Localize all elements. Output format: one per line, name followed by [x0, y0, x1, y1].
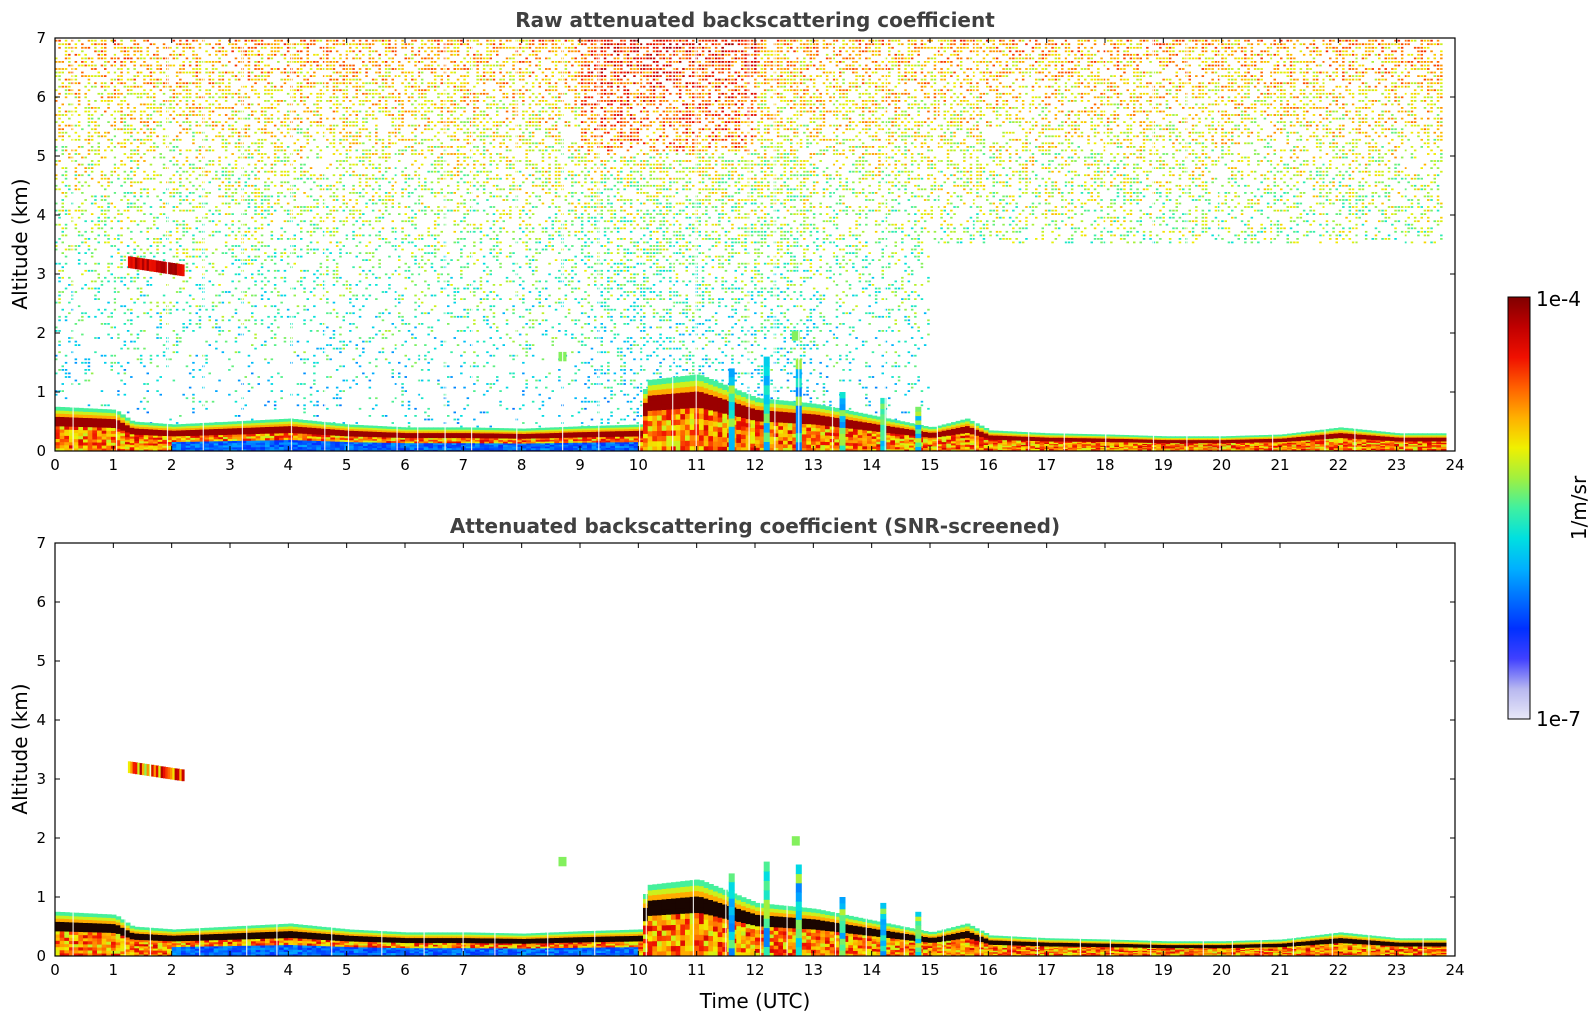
raw-axis-ticks: 0 1 2 3 4 5 6 7 8 9 10 11 12 13 14 15 16 17 18 19 20 21 22 23 24…	[36, 29, 1464, 474]
x-tick-label: 18	[1095, 961, 1114, 979]
raw-plot-frame	[54, 37, 1456, 452]
x-tick-label: 6	[400, 961, 410, 979]
y-tick-label: 6	[36, 88, 46, 106]
y-tick-label: 0	[36, 947, 46, 965]
x-tick-label: 3	[225, 961, 235, 979]
x-tick-label: 5	[342, 961, 352, 979]
x-tick-label: 10	[629, 961, 648, 979]
y-tick-label: 5	[36, 147, 46, 165]
y-tick-label: 7	[36, 29, 46, 47]
x-axis-label: Time (UTC)	[699, 989, 811, 1013]
raw-y-axis-label: Altitude (km)	[8, 178, 32, 309]
x-tick-label: 10	[629, 456, 648, 474]
x-tick-label: 5	[342, 456, 352, 474]
x-tick-label: 13	[804, 961, 823, 979]
y-tick-label: 7	[36, 534, 46, 552]
screened-axis-ticks: 0 1 2 3 4 5 6 7 8 9 10 11 12 13 14 15 16 17 18 19 20 21 22 23 24…	[36, 534, 1464, 979]
x-tick-label: 22	[1329, 961, 1348, 979]
x-tick-label: 14	[862, 961, 881, 979]
x-tick-label: 20	[1212, 456, 1231, 474]
x-tick-label: 20	[1212, 961, 1231, 979]
x-tick-label: 2	[167, 456, 177, 474]
x-tick-label: 12	[745, 961, 764, 979]
screened-panel-title: Attenuated backscattering coefficient (S…	[450, 514, 1060, 538]
x-tick-label: 11	[687, 456, 706, 474]
x-tick-label: 8	[517, 456, 527, 474]
x-tick-label: 24	[1445, 961, 1464, 979]
x-tick-label: 15	[920, 456, 939, 474]
screened-heatmap	[55, 543, 1447, 956]
y-tick-label: 2	[36, 324, 46, 342]
x-tick-label: 9	[575, 456, 585, 474]
y-tick-label: 4	[36, 206, 46, 224]
screened-y-axis-label: Altitude (km)	[8, 683, 32, 814]
x-tick-label: 11	[687, 961, 706, 979]
x-tick-label: 23	[1387, 961, 1406, 979]
raw-panel-title: Raw attenuated backscattering coefficien…	[515, 8, 995, 32]
colorbar-max-label: 1e-4	[1536, 287, 1581, 311]
y-tick-label: 1	[36, 383, 46, 401]
x-tick-label: 17	[1037, 456, 1056, 474]
colorbar-min-label: 1e-7	[1536, 707, 1581, 731]
x-tick-label: 3	[225, 456, 235, 474]
x-tick-label: 7	[459, 961, 469, 979]
x-tick-label: 8	[517, 961, 527, 979]
x-tick-label: 16	[979, 456, 998, 474]
colorbar-units-label: 1/m/sr	[1567, 475, 1591, 540]
y-tick-label: 3	[36, 770, 46, 788]
x-tick-label: 4	[284, 961, 294, 979]
x-tick-label: 21	[1270, 456, 1289, 474]
colorbar: 1e-4 1e-7 1/m/sr	[1507, 287, 1591, 731]
x-tick-label: 24	[1445, 456, 1464, 474]
screened-backscatter-panel: Attenuated backscattering coefficient (S…	[8, 514, 1465, 1013]
x-tick-label: 17	[1037, 961, 1056, 979]
y-tick-label: 6	[36, 593, 46, 611]
colorbar-gradient	[1507, 296, 1531, 720]
raw-heatmap	[55, 38, 1447, 451]
x-tick-label: 14	[862, 456, 881, 474]
y-tick-label: 3	[36, 265, 46, 283]
x-tick-label: 7	[459, 456, 469, 474]
y-tick-label: 0	[36, 442, 46, 460]
x-tick-label: 23	[1387, 456, 1406, 474]
y-tick-label: 5	[36, 652, 46, 670]
x-tick-label: 1	[109, 961, 119, 979]
raw-backscatter-panel: Raw attenuated backscattering coefficien…	[8, 8, 1465, 474]
x-tick-label: 6	[400, 456, 410, 474]
x-tick-label: 15	[920, 961, 939, 979]
x-tick-label: 18	[1095, 456, 1114, 474]
x-tick-label: 16	[979, 961, 998, 979]
x-tick-label: 12	[745, 456, 764, 474]
x-tick-label: 19	[1154, 456, 1173, 474]
x-tick-label: 4	[284, 456, 294, 474]
y-tick-label: 2	[36, 829, 46, 847]
screened-plot-frame	[54, 542, 1456, 957]
x-tick-label: 21	[1270, 961, 1289, 979]
x-tick-label: 0	[50, 961, 60, 979]
x-tick-label: 22	[1329, 456, 1348, 474]
x-tick-label: 1	[109, 456, 119, 474]
x-tick-label: 0	[50, 456, 60, 474]
x-tick-label: 2	[167, 961, 177, 979]
x-tick-label: 13	[804, 456, 823, 474]
y-tick-label: 1	[36, 888, 46, 906]
x-tick-label: 9	[575, 961, 585, 979]
x-tick-label: 19	[1154, 961, 1173, 979]
y-tick-label: 4	[36, 711, 46, 729]
